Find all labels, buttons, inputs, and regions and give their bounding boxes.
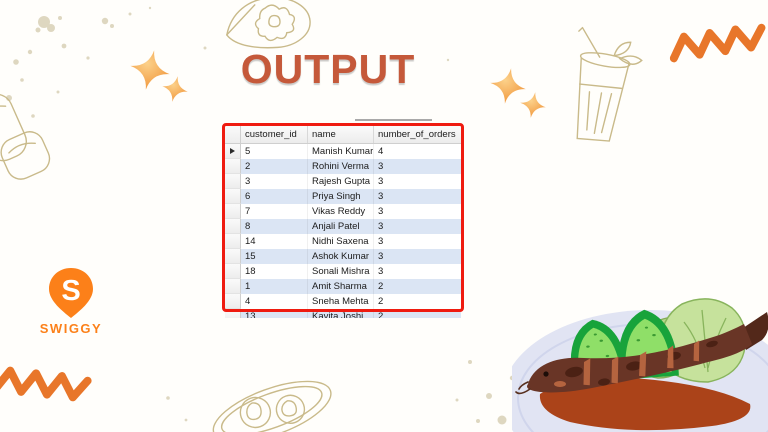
cell-name: Amit Sharma bbox=[308, 279, 374, 294]
fish-dish-illustration bbox=[512, 298, 768, 432]
zigzag-squiggle-icon bbox=[0, 366, 92, 402]
cell-name: Kavita Joshi bbox=[308, 309, 374, 318]
cell-name: Manish Kumar bbox=[308, 144, 374, 159]
cell-orders: 2 bbox=[378, 296, 384, 307]
brand-logo: S SWIGGY bbox=[33, 267, 109, 336]
drink-glass-lineart-icon bbox=[576, 26, 643, 142]
cell-customer-id: 5 bbox=[241, 144, 308, 159]
row-selector[interactable] bbox=[225, 294, 241, 309]
row-selector[interactable] bbox=[225, 264, 241, 279]
row-selector[interactable] bbox=[225, 204, 241, 219]
cell-customer-id: 15 bbox=[241, 249, 308, 264]
row-selector[interactable] bbox=[225, 159, 241, 174]
cell-orders: 2 bbox=[378, 311, 384, 318]
row-selector[interactable] bbox=[225, 279, 241, 294]
row-selector[interactable] bbox=[225, 234, 241, 249]
cell-customer-id: 18 bbox=[241, 264, 308, 279]
table-row[interactable]: 3 Rajesh Gupta 3 bbox=[225, 174, 461, 189]
column-header-name[interactable]: name bbox=[308, 126, 374, 143]
table-row[interactable]: 14 Nidhi Saxena 3 bbox=[225, 234, 461, 249]
cell-orders: 3 bbox=[378, 176, 384, 187]
row-selector[interactable] bbox=[225, 309, 241, 318]
table-row[interactable]: 18 Sonali Mishra 3 bbox=[225, 264, 461, 279]
cell-name: Sneha Mehta bbox=[308, 294, 374, 309]
cell-customer-id: 4 bbox=[241, 294, 308, 309]
svg-text:S: S bbox=[61, 275, 80, 307]
cell-orders: 3 bbox=[378, 236, 384, 247]
cell-orders: 2 bbox=[378, 281, 384, 292]
clipped-row-container: 13 Kavita Joshi 2 bbox=[225, 309, 461, 318]
table-row[interactable]: 6 Priya Singh 3 bbox=[225, 189, 461, 204]
current-row-arrow-icon bbox=[230, 148, 235, 154]
wrap-lineart-icon bbox=[0, 93, 51, 180]
cell-orders: 3 bbox=[378, 221, 384, 232]
cell-name: Sonali Mishra bbox=[308, 264, 374, 279]
cell-orders: 3 bbox=[378, 266, 384, 277]
swiggy-pin-icon: S bbox=[49, 268, 93, 318]
page-title: OUTPUT bbox=[240, 46, 416, 92]
cell-customer-id: 3 bbox=[241, 174, 308, 189]
table-row[interactable]: 2 Rohini Verma 3 bbox=[225, 159, 461, 174]
cell-customer-id: 6 bbox=[241, 189, 308, 204]
cell-name: Vikas Reddy bbox=[308, 204, 374, 219]
table-row[interactable]: 13 Kavita Joshi 2 bbox=[225, 309, 461, 318]
cell-orders: 3 bbox=[378, 161, 384, 172]
cell-name: Anjali Patel bbox=[308, 219, 374, 234]
cell-orders: 3 bbox=[378, 206, 384, 217]
column-header-number-of-orders[interactable]: number_of_orders bbox=[378, 129, 456, 140]
zigzag-squiggle-icon bbox=[669, 23, 766, 63]
row-selector[interactable] bbox=[225, 144, 241, 159]
sparkles-icon bbox=[490, 68, 546, 118]
row-selector[interactable] bbox=[225, 174, 241, 189]
cell-name: Rohini Verma bbox=[308, 159, 374, 174]
cell-orders: 4 bbox=[378, 146, 384, 157]
sparkles-icon bbox=[130, 50, 188, 102]
table-row[interactable]: 8 Anjali Patel 3 bbox=[225, 219, 461, 234]
cell-orders: 3 bbox=[378, 191, 384, 202]
row-selector[interactable] bbox=[225, 249, 241, 264]
cell-name: Ashok Kumar bbox=[308, 249, 374, 264]
cell-name: Nidhi Saxena bbox=[308, 234, 374, 249]
cell-customer-id: 14 bbox=[241, 234, 308, 249]
cell-customer-id: 13 bbox=[241, 309, 308, 318]
table-row[interactable]: 5 Manish Kumar 4 bbox=[225, 144, 461, 159]
cell-orders: 3 bbox=[378, 251, 384, 262]
cell-customer-id: 7 bbox=[241, 204, 308, 219]
cell-customer-id: 8 bbox=[241, 219, 308, 234]
cell-customer-id: 2 bbox=[241, 159, 308, 174]
plate-lineart-icon bbox=[212, 380, 332, 432]
grid-header-row: customer_id name number_of_orders bbox=[225, 126, 461, 144]
table-row[interactable]: 4 Sneha Mehta 2 bbox=[225, 294, 461, 309]
cell-customer-id: 1 bbox=[241, 279, 308, 294]
cell-name: Rajesh Gupta bbox=[308, 174, 374, 189]
row-selector[interactable] bbox=[225, 219, 241, 234]
select-all-cell[interactable] bbox=[225, 126, 241, 143]
brand-name: SWIGGY bbox=[39, 321, 103, 336]
table-row[interactable]: 7 Vikas Reddy 3 bbox=[225, 204, 461, 219]
row-selector[interactable] bbox=[225, 189, 241, 204]
results-grid: customer_id name number_of_orders 5 Mani… bbox=[222, 123, 464, 321]
table-row[interactable]: 15 Ashok Kumar 3 bbox=[225, 249, 461, 264]
column-header-customer-id[interactable]: customer_id bbox=[241, 126, 308, 143]
title-underline bbox=[355, 119, 432, 121]
cell-name: Priya Singh bbox=[308, 189, 374, 204]
table-row[interactable]: 1 Amit Sharma 2 bbox=[225, 279, 461, 294]
